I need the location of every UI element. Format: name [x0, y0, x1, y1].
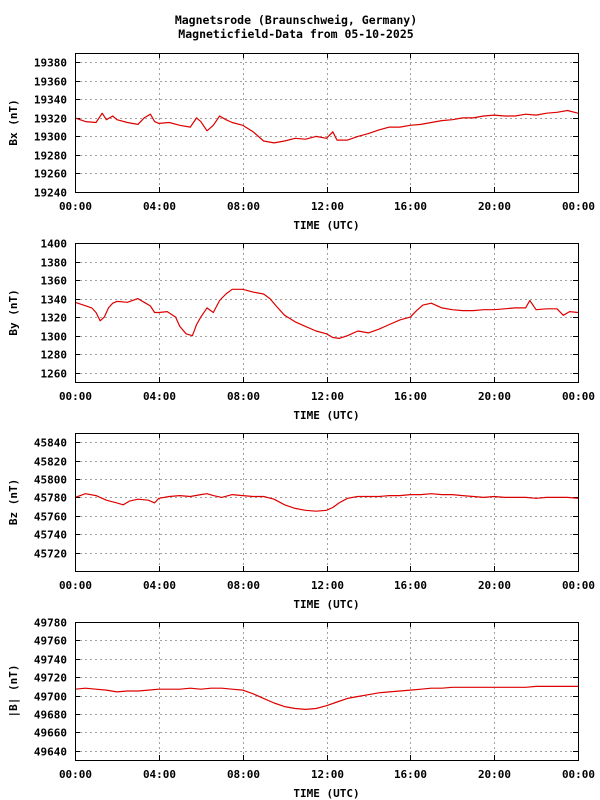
y-tick-label: 19380: [34, 57, 67, 70]
x-tick-label: 00:00: [562, 579, 595, 592]
y-axis-label: Bz (nT): [7, 479, 20, 525]
y-tick-label: 1360: [41, 275, 68, 288]
x-tick-label: 04:00: [143, 390, 176, 403]
chart-panel-1: 19240 19260 19280 19300 19320 19340 19360 19380…: [7, 53, 595, 232]
x-tick-label: 00:00: [562, 200, 595, 213]
y-tick-label: 1260: [41, 368, 68, 381]
y-tick-label: 49640: [34, 746, 67, 759]
x-tick-label: 16:00: [394, 579, 427, 592]
x-tick-label: 12:00: [311, 768, 344, 781]
y-tick-label: 1340: [41, 294, 68, 307]
x-tick-label: 00:00: [59, 768, 92, 781]
chart-panels: 19240 19260 19280 19300 19320 19340 19360 19380…: [7, 53, 595, 800]
y-tick-label: 1280: [41, 349, 68, 362]
series-line: [74, 288, 579, 339]
y-tick-label: 45820: [34, 456, 67, 469]
chart-panel-3: 45720 45740 45760 45780 45800 45820 45840 00:00…: [7, 433, 595, 611]
series-line: [74, 493, 579, 512]
y-tick-label: 45740: [34, 529, 67, 542]
chart-title-line2: Magneticfield-Data from 05-10-2025: [178, 27, 413, 41]
x-tick-label: 08:00: [227, 200, 260, 213]
x-tick-label: 00:00: [562, 390, 595, 403]
y-tick-label: 1320: [41, 312, 68, 325]
x-tick-label: 00:00: [59, 579, 92, 592]
x-axis-label: TIME (UTC): [293, 409, 359, 422]
y-tick-label: 45780: [34, 492, 67, 505]
y-tick-label: 19260: [34, 168, 67, 181]
x-tick-label: 16:00: [394, 200, 427, 213]
plot-frame: [75, 433, 579, 572]
y-tick-label: 45720: [34, 548, 67, 561]
y-axis-label: By (nT): [7, 289, 20, 335]
y-tick-label: 45840: [34, 437, 67, 450]
y-tick-label: 45800: [34, 474, 67, 487]
x-tick-label: 00:00: [59, 390, 92, 403]
x-tick-label: 16:00: [394, 768, 427, 781]
y-axis-label: |B| (nT): [7, 665, 20, 718]
x-tick-label: 16:00: [394, 390, 427, 403]
x-tick-label: 20:00: [478, 768, 511, 781]
plot-frame: [75, 622, 579, 761]
x-tick-label: 04:00: [143, 200, 176, 213]
x-tick-label: 08:00: [227, 390, 260, 403]
y-tick-label: 19280: [34, 150, 67, 163]
x-tick-label: 12:00: [311, 579, 344, 592]
x-tick-label: 12:00: [311, 200, 344, 213]
y-tick-label: 1380: [41, 257, 68, 270]
x-axis-label: TIME (UTC): [293, 787, 359, 800]
chart-panel-4: 49640 49660 49680 49700 49720 49740 49760 49780…: [7, 617, 595, 800]
x-tick-label: 20:00: [478, 200, 511, 213]
x-axis-label: TIME (UTC): [293, 598, 359, 611]
series-line: [74, 109, 579, 144]
y-tick-label: 49780: [34, 617, 67, 630]
x-tick-label: 00:00: [59, 200, 92, 213]
x-tick-label: 04:00: [143, 579, 176, 592]
y-tick-label: 49740: [34, 654, 67, 667]
y-tick-label: 49680: [34, 709, 67, 722]
y-tick-label: 19340: [34, 94, 67, 107]
plot-frame: [75, 243, 579, 383]
x-tick-label: 08:00: [227, 768, 260, 781]
y-tick-label: 45760: [34, 511, 67, 524]
x-tick-label: 00:00: [562, 768, 595, 781]
chart-panel-2: 1260 1280 1300 1320 1340 1360 1380 1400 00:00 04:…: [7, 238, 595, 423]
x-tick-label: 08:00: [227, 579, 260, 592]
x-axis-label: TIME (UTC): [293, 219, 359, 232]
y-tick-label: 19320: [34, 113, 67, 126]
y-axis-label: Bx (nT): [7, 99, 20, 145]
y-tick-label: 1400: [41, 238, 68, 251]
x-tick-label: 20:00: [478, 390, 511, 403]
y-tick-label: 19240: [34, 187, 67, 200]
series-line: [74, 685, 578, 710]
y-tick-label: 49700: [34, 691, 67, 704]
plot-frame: [75, 53, 579, 193]
y-tick-label: 1300: [41, 331, 68, 344]
y-tick-label: 19300: [34, 131, 67, 144]
x-tick-label: 12:00: [311, 390, 344, 403]
y-tick-label: 19360: [34, 76, 67, 89]
x-tick-label: 04:00: [143, 768, 176, 781]
y-tick-label: 49720: [34, 672, 67, 685]
x-tick-label: 20:00: [478, 579, 511, 592]
y-tick-label: 49660: [34, 727, 67, 740]
y-tick-label: 49760: [34, 635, 67, 648]
chart-title-line1: Magnetsrode (Braunschweig, Germany): [175, 13, 417, 27]
